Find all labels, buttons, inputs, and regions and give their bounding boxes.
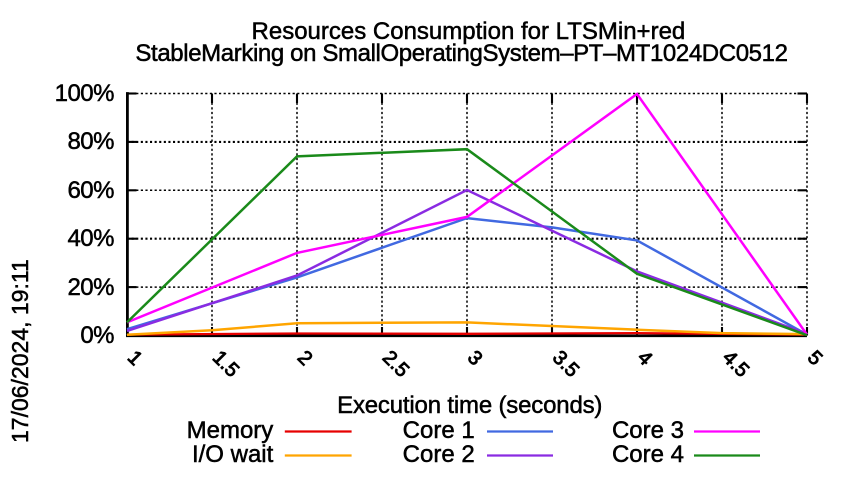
svg-text:3: 3 [463, 347, 486, 370]
svg-text:1.5: 1.5 [208, 347, 243, 382]
svg-text:2: 2 [293, 347, 316, 370]
svg-text:3.5: 3.5 [548, 347, 583, 382]
svg-text:4.5: 4.5 [718, 347, 753, 382]
svg-text:5: 5 [803, 347, 826, 370]
svg-text:4: 4 [633, 347, 656, 370]
svg-text:1: 1 [123, 347, 146, 370]
svg-text:2.5: 2.5 [378, 347, 413, 382]
